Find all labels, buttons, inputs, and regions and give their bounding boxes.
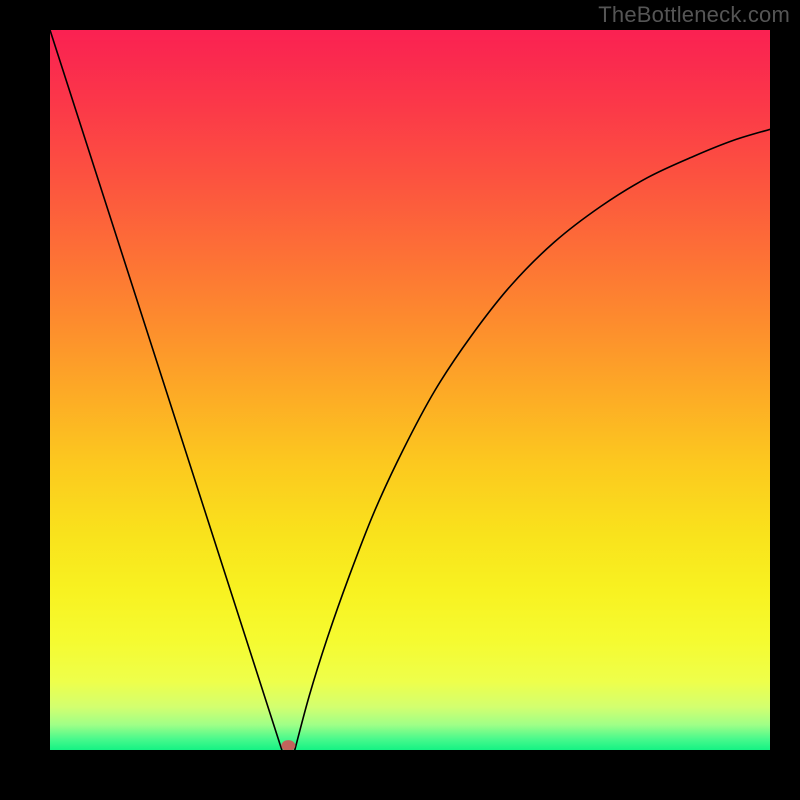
optimum-marker: [281, 740, 295, 751]
chart-container: TheBottleneck.com: [0, 0, 800, 800]
bottleneck-chart: [0, 0, 800, 800]
plot-background: [50, 30, 770, 750]
